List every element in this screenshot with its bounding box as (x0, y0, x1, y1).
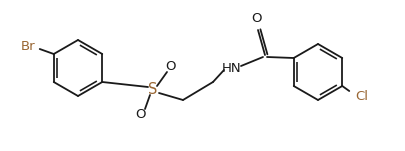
Text: O: O (252, 12, 262, 25)
Text: O: O (166, 61, 176, 74)
Text: Br: Br (21, 40, 36, 53)
Text: S: S (148, 82, 158, 98)
Text: HN: HN (222, 61, 242, 74)
Text: Cl: Cl (355, 90, 368, 103)
Text: O: O (136, 109, 146, 122)
